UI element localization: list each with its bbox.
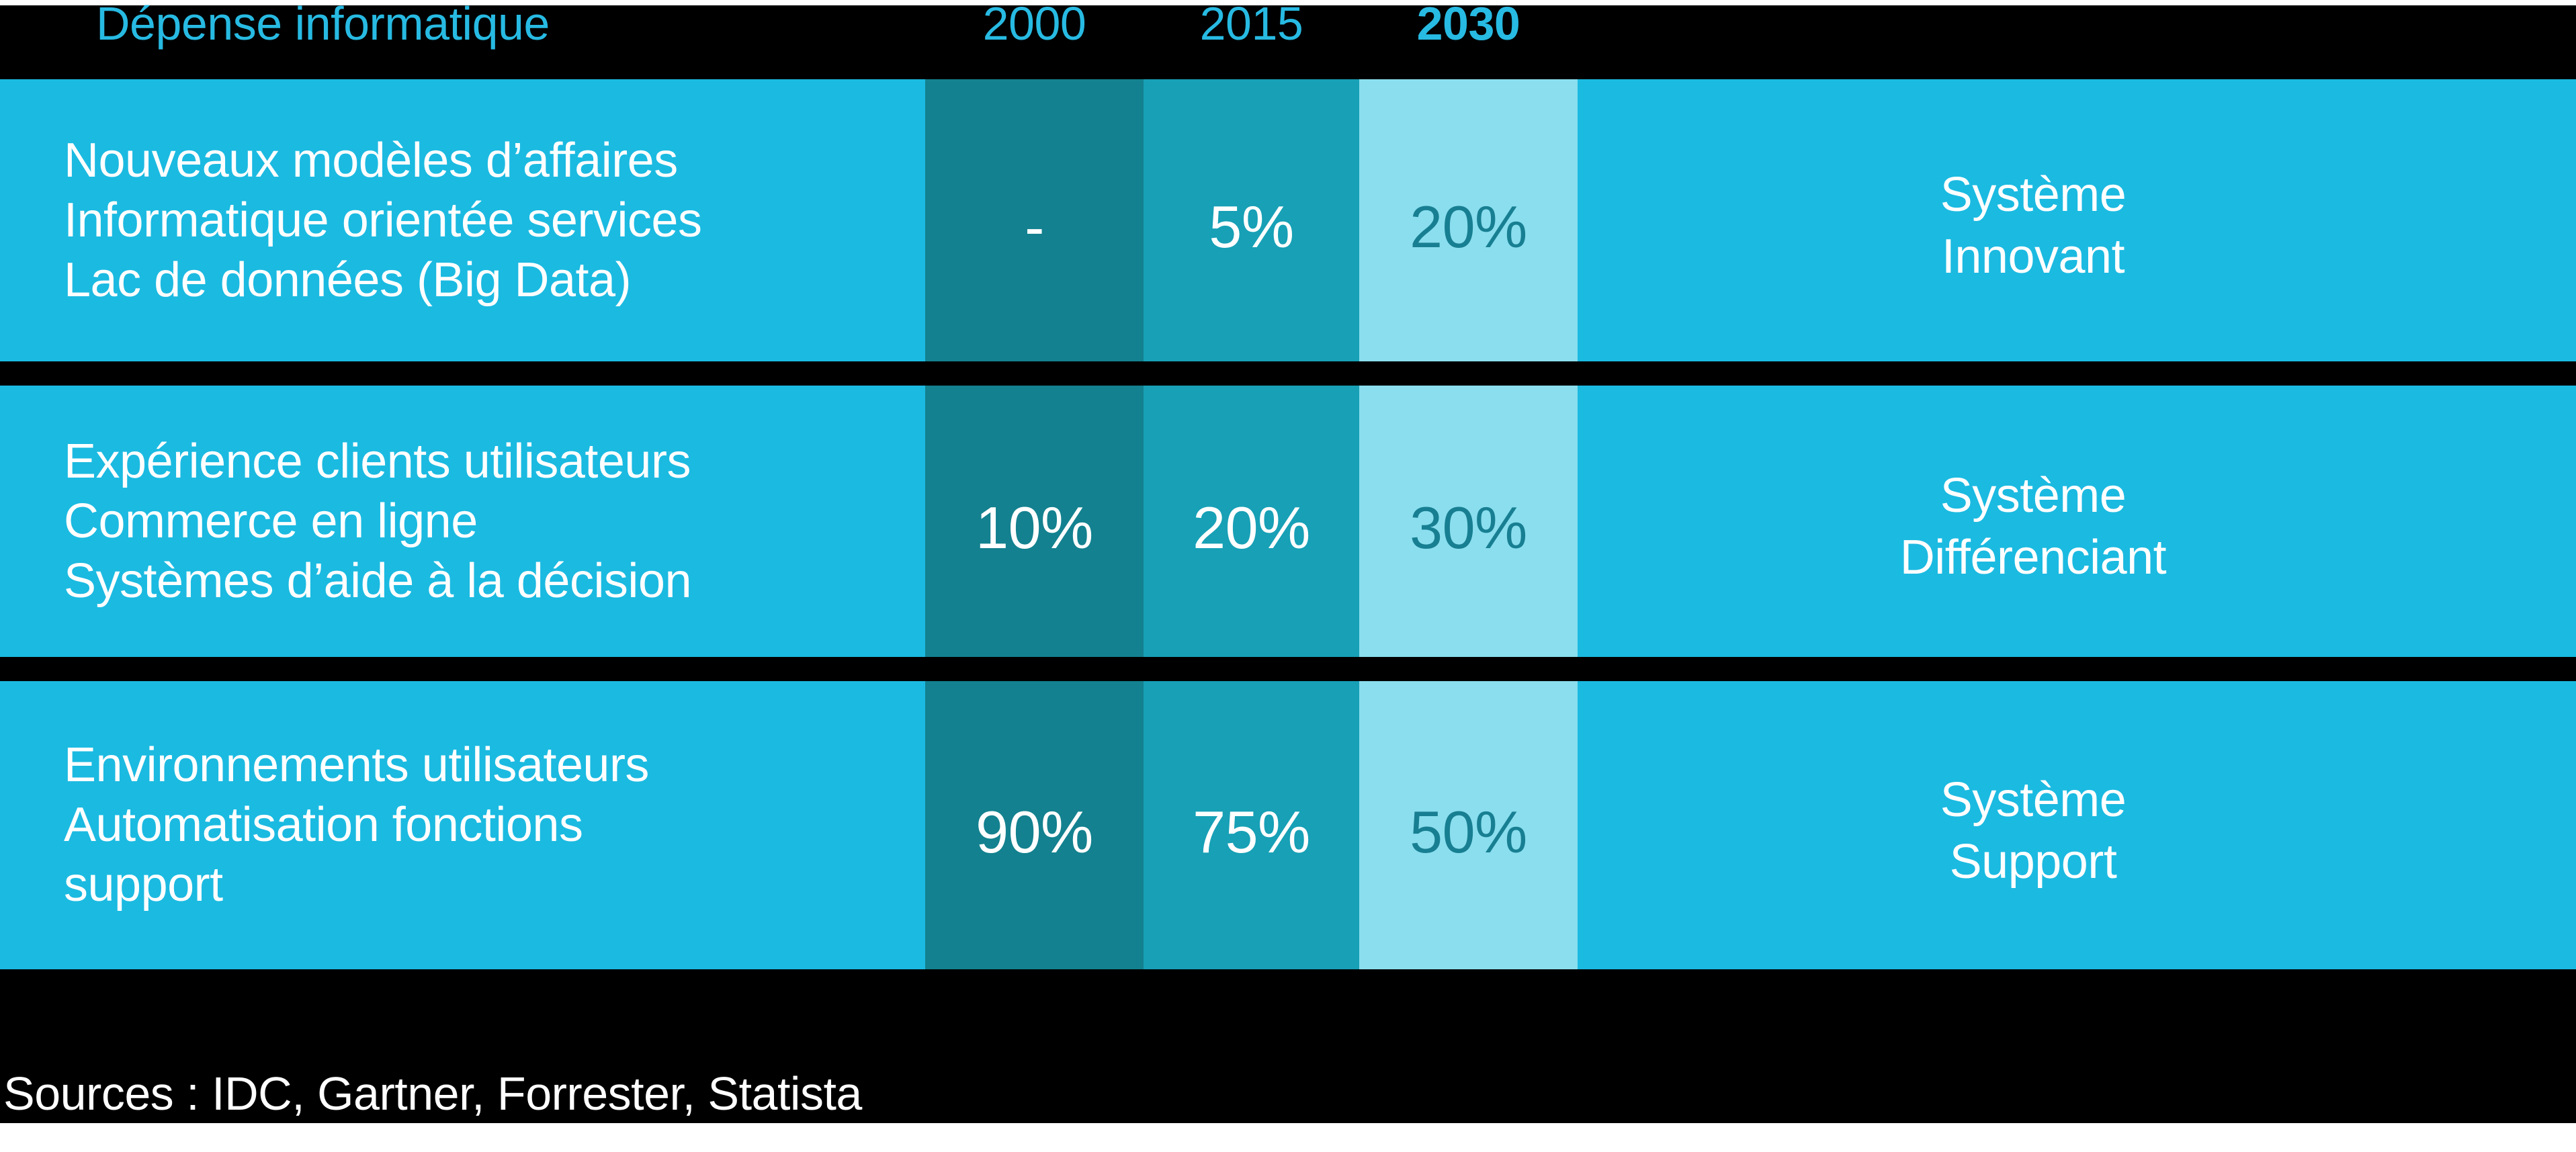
row-label-cell: Nouveaux modèles d’affaires Informatique… — [0, 79, 925, 361]
system-type-cell: Système Support — [1578, 681, 2576, 969]
value-2000: 90% — [976, 798, 1093, 865]
system-type-label: Système Différenciant — [1899, 465, 2167, 588]
value-2015: 5% — [1209, 193, 1294, 260]
value-cell-2015: 75% — [1144, 681, 1359, 969]
top-white-strip — [0, 0, 2576, 5]
value-2015: 20% — [1193, 494, 1310, 561]
system-type-cell: Système Innovant — [1578, 79, 2576, 361]
row-separator — [0, 361, 2576, 386]
column-header-2030: 2030 — [1416, 0, 1520, 50]
column-header-2015: 2015 — [1199, 0, 1303, 50]
value-2000: 10% — [976, 494, 1093, 561]
row-label-line: Commerce en ligne — [64, 494, 478, 548]
table-header-bar — [0, 5, 2576, 79]
value-2030: 20% — [1410, 193, 1527, 260]
row-label-line: Environnements utilisateurs — [64, 738, 649, 792]
system-type-line: Système — [1940, 772, 2127, 827]
bottom-white-strip — [0, 1123, 2576, 1152]
value-cell-2030: 50% — [1359, 681, 1578, 969]
system-type-label: Système Innovant — [1940, 164, 2127, 287]
table-title: Dépense informatique — [96, 0, 550, 50]
system-type-line: Différenciant — [1899, 531, 2167, 584]
row-label-cell: Expérience clients utilisateurs Commerce… — [0, 386, 925, 657]
value-2030: 50% — [1410, 798, 1527, 865]
row-separator — [0, 657, 2576, 681]
system-type-line: Innovant — [1941, 230, 2125, 283]
system-type-line: Système — [1940, 168, 2127, 222]
system-type-line: Système — [1940, 469, 2127, 523]
value-cell-2030: 30% — [1359, 386, 1578, 657]
value-2015: 75% — [1193, 798, 1310, 865]
row-label-line: Automatisation fonctions — [64, 798, 583, 852]
system-type-label: Système Support — [1940, 769, 2127, 893]
table-row-systeme-support: Environnements utilisateurs Automatisati… — [0, 681, 2576, 969]
row-label-line: Nouveaux modèles d’affaires — [64, 133, 678, 187]
table-row-systeme-innovant: Nouveaux modèles d’affaires Informatique… — [0, 79, 2576, 361]
value-2000: - — [1025, 193, 1044, 260]
table-row-systeme-differenciant: Expérience clients utilisateurs Commerce… — [0, 386, 2576, 657]
row-label-line: Lac de données (Big Data) — [64, 253, 632, 307]
value-cell-2015: 20% — [1144, 386, 1359, 657]
row-label-line: support — [64, 858, 223, 912]
footer-bar — [0, 969, 2576, 1123]
row-label-line: Systèmes d’aide à la décision — [64, 553, 692, 608]
sources-text: Sources : IDC, Gartner, Forrester, Stati… — [3, 1067, 862, 1120]
row-label-line: Expérience clients utilisateurs — [64, 434, 691, 488]
value-cell-2000: 90% — [925, 681, 1144, 969]
system-type-line: Support — [1949, 834, 2117, 889]
column-header-2000: 2000 — [982, 0, 1086, 50]
row-label-line: Informatique orientée services — [64, 193, 702, 247]
value-cell-2030: 20% — [1359, 79, 1578, 361]
value-cell-2000: - — [925, 79, 1144, 361]
value-2030: 30% — [1410, 494, 1527, 561]
value-cell-2000: 10% — [925, 386, 1144, 657]
value-cell-2015: 5% — [1144, 79, 1359, 361]
row-label-cell: Environnements utilisateurs Automatisati… — [0, 681, 925, 969]
system-type-cell: Système Différenciant — [1578, 386, 2576, 657]
